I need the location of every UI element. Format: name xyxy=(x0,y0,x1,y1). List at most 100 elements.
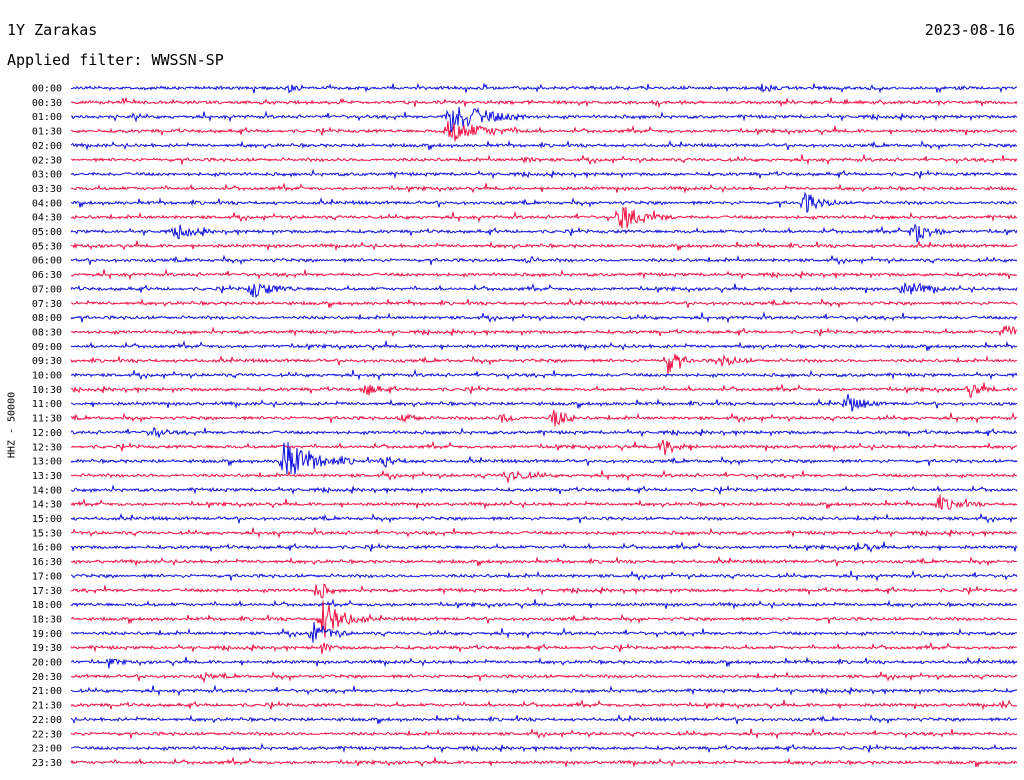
trace-line xyxy=(70,427,1018,438)
time-tick-label: 02:30 xyxy=(32,155,62,166)
trace-line xyxy=(70,382,1018,399)
time-tick-label: 15:30 xyxy=(32,528,62,539)
trace-line xyxy=(70,340,1018,352)
trace-line xyxy=(70,756,1018,768)
time-tick-label: 15:00 xyxy=(32,514,62,525)
time-tick-label: 01:00 xyxy=(32,112,62,123)
trace-line xyxy=(70,484,1018,495)
trace-line xyxy=(70,168,1018,180)
trace-line xyxy=(70,656,1018,669)
trace-line xyxy=(71,742,1018,754)
time-tick-label: 00:00 xyxy=(32,84,62,95)
trace-line xyxy=(70,97,1018,109)
time-tick-label: 08:00 xyxy=(32,313,62,324)
time-tick-label: 23:30 xyxy=(32,758,62,769)
time-tick-label: 10:30 xyxy=(32,385,62,396)
trace-line xyxy=(70,621,1017,643)
trace-line xyxy=(70,139,1018,151)
time-tick-label: 03:00 xyxy=(32,170,62,181)
time-tick-label: 16:00 xyxy=(32,543,62,554)
time-tick-label: 08:30 xyxy=(32,327,62,338)
time-tick-label: 17:00 xyxy=(32,571,62,582)
trace-line xyxy=(70,727,1018,740)
trace-line xyxy=(70,268,1018,281)
trace-line xyxy=(70,153,1018,166)
time-tick-label: 05:00 xyxy=(32,227,62,238)
trace-line xyxy=(70,240,1018,252)
time-tick-label: 14:00 xyxy=(32,485,62,496)
time-tick-label: 16:30 xyxy=(32,557,62,568)
time-tick-label: 22:00 xyxy=(32,715,62,726)
time-tick-label: 18:30 xyxy=(32,614,62,625)
trace-line xyxy=(70,82,1018,94)
trace-line xyxy=(70,223,1018,243)
time-tick-label: 12:30 xyxy=(32,442,62,453)
trace-line xyxy=(70,555,1017,567)
time-tick-label: 11:00 xyxy=(32,399,62,410)
trace-line xyxy=(70,541,1018,553)
trace-line xyxy=(70,191,1018,214)
trace-line xyxy=(70,442,1018,475)
time-tick-label: 06:30 xyxy=(32,270,62,281)
time-tick-label: 01:30 xyxy=(32,127,62,138)
time-tick-label: 13:30 xyxy=(32,471,62,482)
time-tick-label: 02:00 xyxy=(32,141,62,152)
time-tick-label: 03:30 xyxy=(32,184,62,195)
time-tick-label: 09:30 xyxy=(32,356,62,367)
trace-line xyxy=(70,684,1018,697)
time-tick-label: 20:00 xyxy=(32,658,62,669)
time-tick-label: 21:00 xyxy=(32,686,62,697)
time-tick-label: 07:30 xyxy=(32,299,62,310)
trace-line xyxy=(70,583,1018,599)
trace-line xyxy=(70,106,1018,133)
time-tick-label: 19:00 xyxy=(32,629,62,640)
trace-line xyxy=(70,569,1018,582)
time-tick-label: 20:30 xyxy=(32,672,62,683)
time-tick-label: 05:30 xyxy=(32,241,62,252)
trace-line xyxy=(70,641,1018,655)
trace-line xyxy=(70,282,1018,299)
trace-line xyxy=(70,713,1018,725)
trace-line xyxy=(70,469,1018,483)
date-label: 2023-08-16 xyxy=(924,21,1015,39)
time-tick-label: 22:30 xyxy=(32,729,62,740)
time-tick-label: 06:00 xyxy=(32,256,62,267)
time-tick-label: 21:30 xyxy=(32,701,62,712)
filter-label: Applied filter: WWSSN-SP xyxy=(7,51,224,69)
trace-line xyxy=(70,368,1018,381)
trace-line xyxy=(70,254,1018,266)
time-tick-label: 10:00 xyxy=(32,371,62,382)
time-tick-label: 09:00 xyxy=(32,342,62,353)
trace-line xyxy=(70,600,1018,638)
trace-line xyxy=(70,526,1018,539)
trace-line xyxy=(70,439,1018,456)
time-tick-label: 04:30 xyxy=(32,213,62,224)
trace-line xyxy=(70,324,1018,338)
trace-line xyxy=(70,311,1018,324)
trace-line xyxy=(70,494,1018,511)
time-tick-label: 12:00 xyxy=(32,428,62,439)
trace-line xyxy=(70,671,1018,684)
time-tick-label: 11:30 xyxy=(32,414,62,425)
trace-line xyxy=(70,394,1018,412)
time-tick-label: 23:00 xyxy=(32,744,62,755)
trace-line xyxy=(70,699,1018,711)
trace-line xyxy=(70,182,1018,194)
time-tick-label: 07:00 xyxy=(32,284,62,295)
station-title: 1Y Zarakas xyxy=(7,21,98,39)
trace-line xyxy=(70,409,1018,427)
time-tick-label: 13:00 xyxy=(32,457,62,468)
time-tick-label: 17:30 xyxy=(32,586,62,597)
trace-line xyxy=(70,207,1018,229)
time-tick-label: 14:30 xyxy=(32,500,62,511)
trace-line xyxy=(70,297,1018,309)
trace-line xyxy=(70,598,1018,610)
time-tick-label: 04:00 xyxy=(32,198,62,209)
trace-line xyxy=(70,121,1018,142)
trace-line xyxy=(70,512,1018,524)
trace-line xyxy=(70,353,1018,375)
time-tick-label: 18:00 xyxy=(32,600,62,611)
time-tick-label: 19:30 xyxy=(32,643,62,654)
time-tick-label: 00:30 xyxy=(32,98,62,109)
